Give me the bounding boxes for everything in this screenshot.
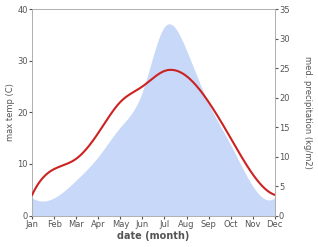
Y-axis label: max temp (C): max temp (C) — [5, 83, 15, 141]
X-axis label: date (month): date (month) — [117, 231, 190, 242]
Y-axis label: med. precipitation (kg/m2): med. precipitation (kg/m2) — [303, 56, 313, 169]
